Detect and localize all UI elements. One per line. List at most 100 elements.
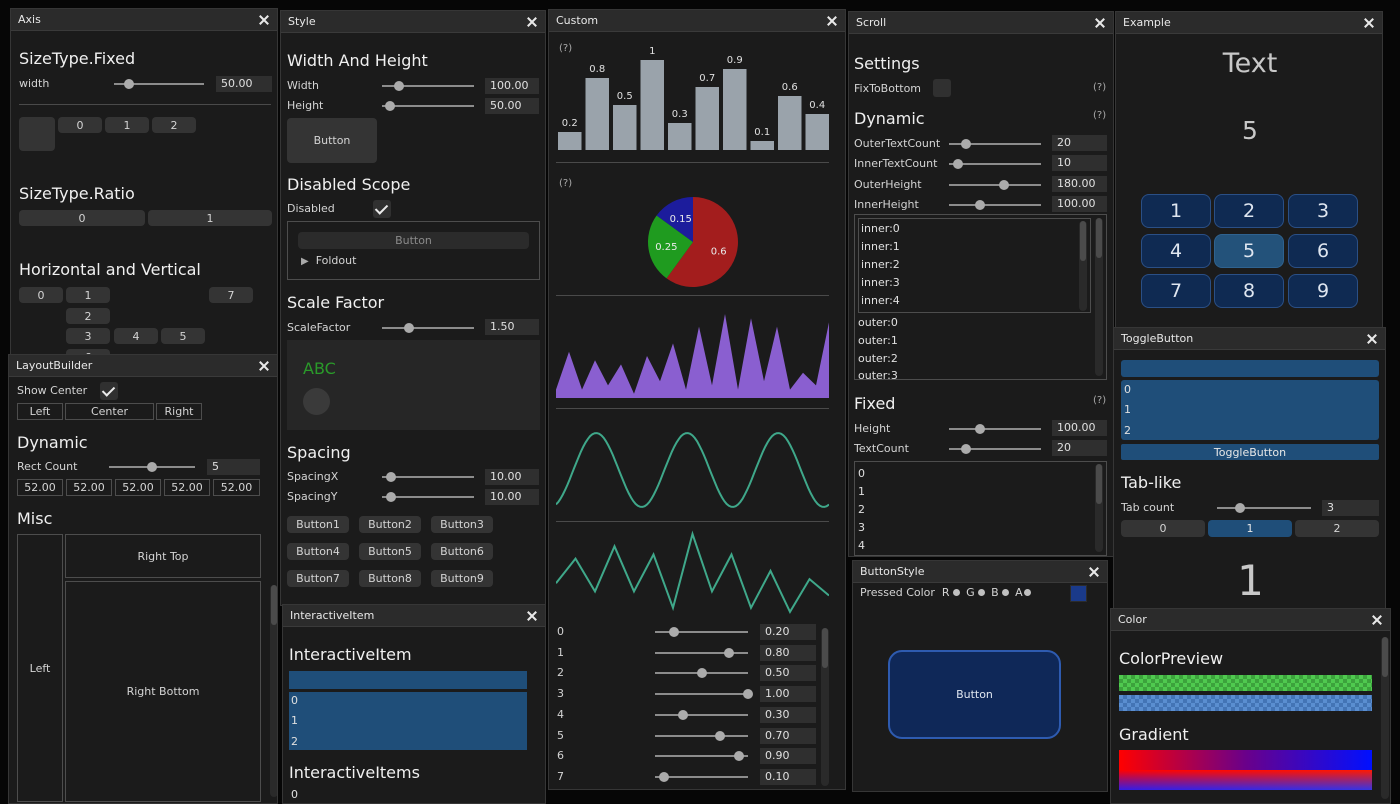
fixed-height-field[interactable]: 100.00 bbox=[1052, 420, 1107, 436]
close-icon[interactable] bbox=[525, 605, 539, 627]
key-1[interactable]: 1 bbox=[1141, 194, 1211, 228]
help-icon[interactable]: (?) bbox=[1093, 110, 1107, 121]
slider-knob[interactable] bbox=[1235, 503, 1245, 513]
grid-button-6[interactable]: Button6 bbox=[431, 543, 493, 560]
height-slider[interactable] bbox=[382, 101, 474, 111]
g-slider-knob[interactable] bbox=[977, 589, 985, 596]
color-titlebar[interactable]: Color bbox=[1111, 609, 1390, 631]
slider-knob[interactable] bbox=[733, 751, 744, 762]
value-field-2[interactable]: 0.50 bbox=[760, 665, 816, 682]
rect-count-slider[interactable] bbox=[109, 462, 195, 472]
disabled-checkbox[interactable] bbox=[373, 200, 391, 218]
slider-knob[interactable] bbox=[743, 689, 753, 700]
fixed-scroll-box[interactable] bbox=[854, 461, 1107, 556]
show-center-checkbox[interactable] bbox=[100, 382, 118, 400]
close-icon[interactable] bbox=[1087, 561, 1101, 583]
fixed-scrollbar[interactable] bbox=[1095, 464, 1103, 552]
inner-height-slider[interactable] bbox=[949, 200, 1041, 210]
tab-0[interactable]: 0 bbox=[1121, 520, 1205, 537]
slider-knob[interactable] bbox=[696, 668, 707, 679]
value-field-4[interactable]: 0.30 bbox=[760, 706, 816, 723]
slider-knob[interactable] bbox=[659, 771, 670, 782]
help-icon[interactable]: (?) bbox=[559, 178, 573, 189]
key-2[interactable]: 2 bbox=[1214, 194, 1284, 228]
interactive-bar[interactable] bbox=[289, 671, 527, 689]
slider-knob[interactable] bbox=[999, 180, 1009, 190]
styled-button[interactable]: Button bbox=[888, 650, 1061, 739]
rect-value-2[interactable]: 52.00 bbox=[115, 479, 161, 496]
fixed-height-slider[interactable] bbox=[949, 424, 1041, 434]
slider-knob[interactable] bbox=[975, 200, 985, 210]
interactive-items-item-0[interactable]: 0 bbox=[291, 788, 298, 801]
fixed-button-2[interactable]: 2 bbox=[152, 117, 196, 133]
value-slider-3[interactable] bbox=[655, 689, 753, 700]
inner-text-count-slider[interactable] bbox=[949, 159, 1041, 169]
interactive-item-2[interactable]: 2 bbox=[291, 735, 298, 748]
inner-scroll-box[interactable] bbox=[858, 218, 1091, 313]
hv-button-1[interactable]: 1 bbox=[66, 287, 110, 303]
outer-height-slider[interactable] bbox=[949, 180, 1041, 190]
scale-field[interactable]: 1.50 bbox=[485, 319, 539, 335]
b-slider-knob[interactable] bbox=[1001, 589, 1009, 596]
tab-count-slider[interactable] bbox=[1217, 503, 1311, 513]
width-slider[interactable] bbox=[382, 81, 474, 91]
slider-knob[interactable] bbox=[394, 81, 404, 91]
value-slider-1[interactable] bbox=[655, 647, 748, 658]
toggle-list[interactable] bbox=[1121, 380, 1379, 440]
scrollbar[interactable] bbox=[1381, 637, 1389, 799]
rect-value-0[interactable]: 52.00 bbox=[17, 479, 63, 496]
outer-scrollbar[interactable] bbox=[1095, 218, 1103, 376]
outer-text-count-slider[interactable] bbox=[949, 139, 1041, 149]
toggle-bar[interactable] bbox=[1121, 360, 1379, 377]
close-icon[interactable] bbox=[1093, 12, 1107, 34]
close-icon[interactable] bbox=[825, 10, 839, 32]
hv-button-3[interactable]: 3 bbox=[66, 328, 110, 344]
key-9[interactable]: 9 bbox=[1288, 274, 1358, 308]
grid-button-4[interactable]: Button4 bbox=[287, 543, 349, 560]
value-field-7[interactable]: 0.10 bbox=[760, 768, 816, 785]
grid-button-3[interactable]: Button3 bbox=[431, 516, 493, 533]
align-center-button[interactable]: Center bbox=[65, 403, 154, 420]
key-3[interactable]: 3 bbox=[1288, 194, 1358, 228]
grid-button-5[interactable]: Button5 bbox=[359, 543, 421, 560]
rect-value-1[interactable]: 52.00 bbox=[66, 479, 112, 496]
toggle-item-1[interactable]: 1 bbox=[1124, 403, 1131, 416]
spacingx-field[interactable]: 10.00 bbox=[485, 469, 539, 485]
slider-knob[interactable] bbox=[961, 444, 971, 454]
fixed-count-field[interactable]: 20 bbox=[1052, 440, 1107, 456]
close-icon[interactable] bbox=[1370, 609, 1384, 631]
ratio-button-0[interactable]: 0 bbox=[19, 210, 145, 226]
align-right-button[interactable]: Right bbox=[156, 403, 202, 420]
hv-button-2[interactable]: 2 bbox=[66, 308, 110, 324]
example-titlebar[interactable]: Example bbox=[1116, 12, 1382, 34]
slider-knob[interactable] bbox=[404, 323, 414, 333]
align-left-button[interactable]: Left bbox=[17, 403, 63, 420]
ratio-button-1[interactable]: 1 bbox=[148, 210, 272, 226]
value-slider-5[interactable] bbox=[655, 730, 748, 741]
sized-button[interactable]: Button bbox=[287, 118, 377, 163]
scroll-titlebar[interactable]: Scroll bbox=[849, 12, 1113, 34]
scrollbar[interactable] bbox=[270, 585, 277, 797]
value-slider-7[interactable] bbox=[655, 771, 748, 782]
interactive-item-1[interactable]: 1 bbox=[291, 714, 298, 727]
layoutbuilder-titlebar[interactable]: LayoutBuilder bbox=[9, 355, 277, 377]
spacingy-slider[interactable] bbox=[382, 492, 474, 502]
outer-scroll-box[interactable] bbox=[854, 214, 1107, 380]
pressed-color-swatch[interactable] bbox=[1070, 585, 1087, 602]
hv-button-0[interactable]: 0 bbox=[19, 287, 63, 303]
value-slider-4[interactable] bbox=[655, 709, 748, 720]
buttonstyle-titlebar[interactable]: ButtonStyle bbox=[853, 561, 1107, 583]
slider-knob[interactable] bbox=[668, 627, 679, 637]
spacingy-field[interactable]: 10.00 bbox=[485, 489, 539, 505]
value-field-6[interactable]: 0.90 bbox=[760, 748, 816, 765]
outer-height-field[interactable]: 180.00 bbox=[1052, 176, 1107, 192]
value-field-5[interactable]: 0.70 bbox=[760, 727, 816, 744]
hv-button-5[interactable]: 5 bbox=[161, 328, 205, 344]
rect-value-3[interactable]: 52.00 bbox=[164, 479, 210, 496]
toggle-item-0[interactable]: 0 bbox=[1124, 383, 1131, 396]
value-field-1[interactable]: 0.80 bbox=[760, 644, 816, 661]
fix-to-bottom-checkbox[interactable] bbox=[933, 79, 951, 97]
help-icon[interactable]: (?) bbox=[1093, 82, 1107, 93]
close-icon[interactable] bbox=[257, 9, 271, 31]
value-slider-0[interactable] bbox=[655, 627, 748, 637]
